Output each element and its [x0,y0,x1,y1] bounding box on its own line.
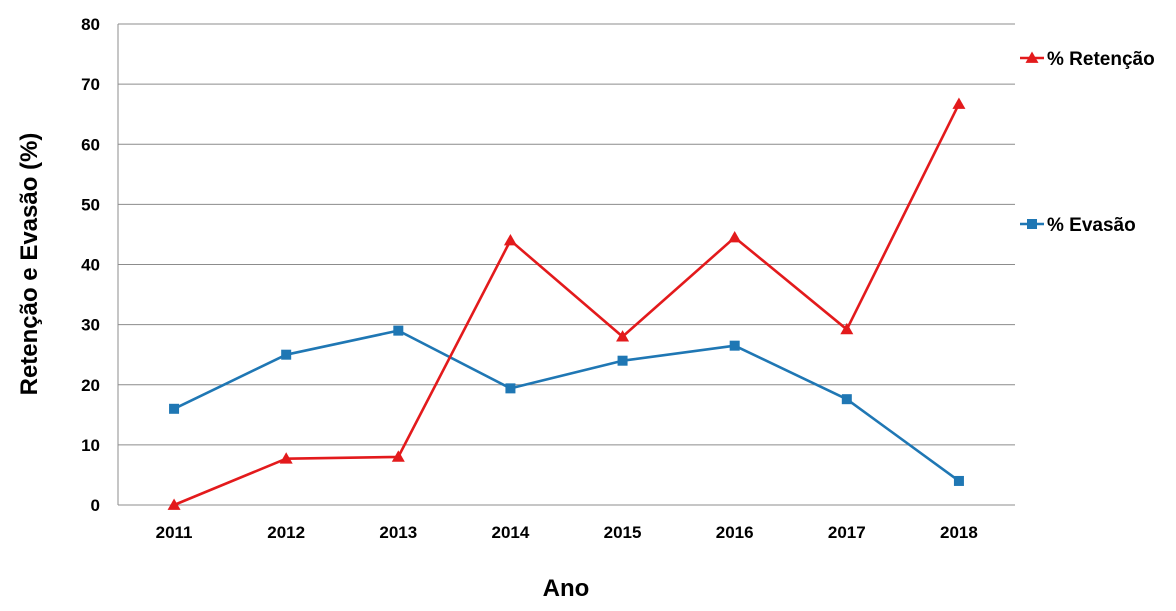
y-axis-title: Retenção e Evasão (%) [16,133,43,396]
data-point-marker [391,450,405,462]
legend-marker [1027,219,1037,229]
series-markers [167,97,966,510]
y-tick-label: 80 [81,15,100,34]
data-point-marker [617,355,628,366]
y-tick-label: 60 [81,135,100,154]
x-tick-label: 2012 [267,523,305,542]
data-point-marker [616,330,630,342]
data-point-marker [503,233,517,246]
x-tick-label: 2015 [604,523,642,542]
series-lines [173,103,961,507]
data-point-marker [281,349,292,360]
y-tick-label: 40 [81,256,100,275]
x-tick-label: 2014 [492,523,530,542]
x-tick-label: 2017 [828,523,866,542]
legend-marker [1025,51,1039,63]
data-point-marker [167,498,181,510]
y-tick-label: 30 [81,316,100,335]
y-tick-labels: 0 10 20 30 40 50 60 70 80 [81,15,100,515]
y-tick-label: 10 [81,436,100,455]
legend-label: % Evasão [1047,215,1136,236]
x-tick-labels: 2011 2012 2013 2014 2015 2016 2017 2018 [156,523,978,542]
x-tick-label: 2011 [156,523,193,542]
data-point-marker [953,475,964,486]
x-tick-label: 2013 [379,523,417,542]
data-point-marker [393,325,404,336]
gridlines [117,23,1015,506]
data-point-marker [505,383,516,394]
y-tick-label: 70 [81,75,100,94]
x-tick-label: 2016 [716,523,754,542]
series-line [173,329,960,483]
data-point-marker [169,403,180,414]
data-point-marker [279,452,293,464]
x-axis-title: Ano [543,575,590,602]
data-point-marker [952,97,966,109]
data-point-marker [841,394,852,405]
y-tick-label: 20 [81,376,100,395]
series-line [173,103,961,507]
data-point-marker [728,230,742,243]
legend: % Retenção % Evasão [1020,49,1155,236]
data-point-marker [729,340,740,351]
y-tick-label: 0 [91,496,100,515]
x-tick-label: 2018 [940,523,978,542]
y-tick-label: 50 [81,195,100,214]
data-point-marker [840,322,854,335]
legend-label: % Retenção [1047,49,1155,70]
